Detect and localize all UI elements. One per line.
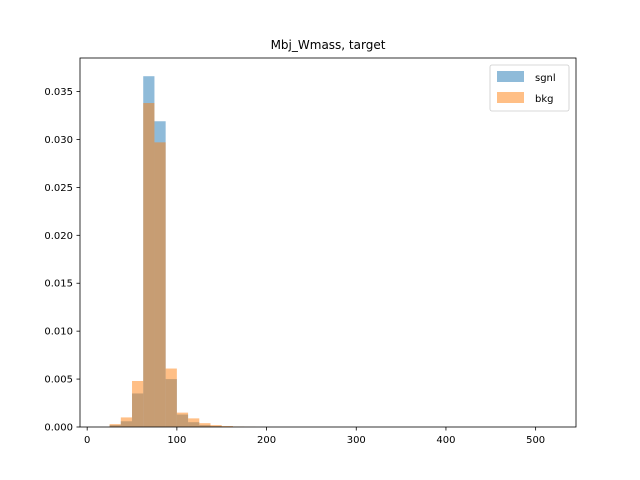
y-tick-label: 0.005 <box>44 375 73 386</box>
x-tick-label: 500 <box>526 435 545 446</box>
y-tick-label: 0.020 <box>44 231 73 242</box>
legend: sgnl bkg <box>489 64 570 112</box>
bar-bkg-3 <box>143 103 155 427</box>
bar-bkg-8 <box>199 423 211 427</box>
bar-bkg-6 <box>176 412 189 427</box>
y-tick-label: 0.015 <box>44 279 73 290</box>
x-tick-label: 0 <box>84 435 90 446</box>
y-tick-label: 0.030 <box>44 135 73 146</box>
y-tick-label: 0.025 <box>44 183 73 194</box>
bar-bkg-9 <box>210 425 222 427</box>
bar-bkg-5 <box>165 368 177 427</box>
x-tick-label: 300 <box>347 435 366 446</box>
axes-frame <box>79 57 577 428</box>
legend-label-bkg: bkg <box>535 94 554 105</box>
axes-layer: 0 100 200 300 400 500 0.000 0.005 0.010 0.015 0.02… <box>44 57 577 446</box>
bar-bkg-7 <box>188 418 200 427</box>
chart-title: Mbj_Wmass, target <box>271 38 386 52</box>
y-tick-label: 0.035 <box>44 87 73 98</box>
x-tick-label: 200 <box>257 435 276 446</box>
y-tick-label: 0.010 <box>44 327 73 338</box>
x-tick-label: 100 <box>167 435 186 446</box>
bar-bkg-4 <box>154 142 166 428</box>
bar-bkg-0 <box>109 424 121 427</box>
x-tick-label: 400 <box>436 435 455 446</box>
bar-bkg-1 <box>120 417 133 427</box>
legend-swatch-sgnl <box>497 71 524 82</box>
bar-bkg-2 <box>132 380 144 427</box>
bar-bkg-10 <box>221 426 233 427</box>
legend-label-sgnl: sgnl <box>535 73 556 84</box>
legend-swatch-bkg <box>497 92 524 103</box>
y-tick-label: 0.000 <box>44 423 73 434</box>
bars-layer <box>109 76 256 428</box>
